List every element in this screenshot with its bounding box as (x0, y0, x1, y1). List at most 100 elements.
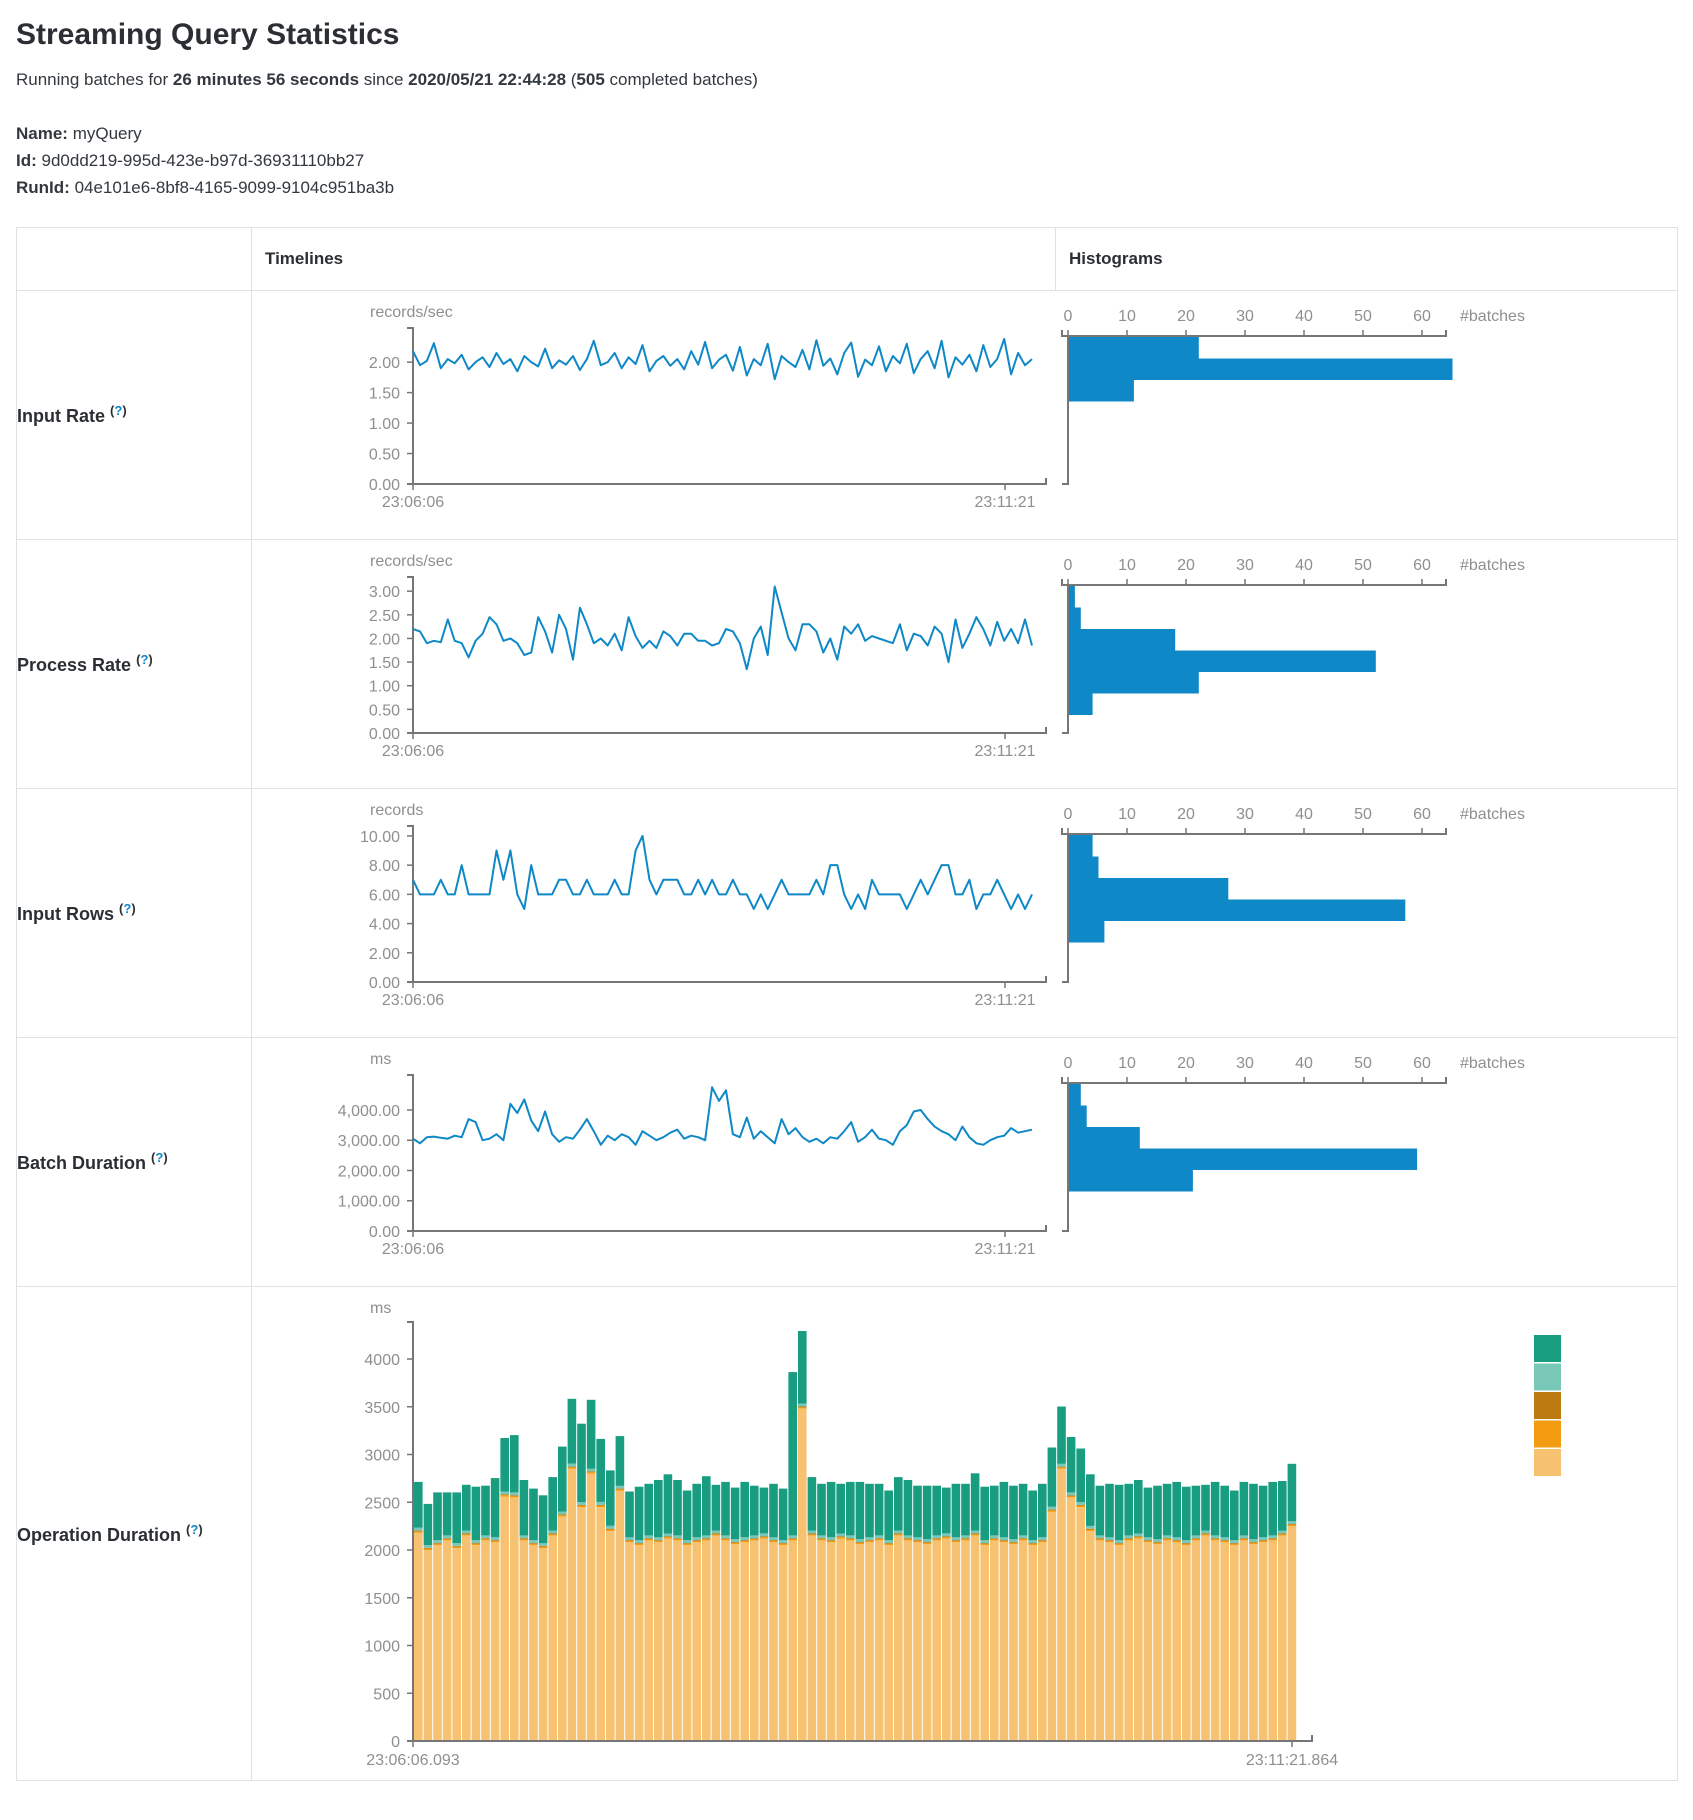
svg-text:1,000.00: 1,000.00 (338, 1194, 400, 1211)
svg-text:3.00: 3.00 (369, 584, 400, 601)
table-row-input-rows: Input Rows (?) records 10.00 8.00 6.00 4.00 2… (16, 788, 1678, 1038)
input-rows-timeline-chart: records 10.00 8.00 6.00 4.00 2.00 0.0023:06:06… (360, 802, 1047, 1009)
query-metadata: Name: myQuery Id: 9d0dd219-995d-423e-b97… (16, 120, 1677, 201)
svg-text:1.00: 1.00 (369, 416, 400, 433)
row-label-batch-duration: Batch Duration (?) (16, 1037, 252, 1287)
svg-text:records/sec: records/sec (370, 553, 453, 570)
svg-text:2.00: 2.00 (369, 946, 400, 963)
svg-text:#batches: #batches (1460, 806, 1525, 823)
help-tooltip-batch-duration[interactable]: (?) (151, 1150, 168, 1165)
svg-text:10: 10 (1118, 308, 1136, 325)
svg-text:0: 0 (1063, 806, 1072, 823)
svg-text:20: 20 (1177, 557, 1195, 574)
help-tooltip-process-rate[interactable]: (?) (136, 652, 153, 667)
svg-text:40: 40 (1295, 308, 1313, 325)
svg-text:1000: 1000 (364, 1639, 400, 1656)
svg-text:50: 50 (1354, 557, 1372, 574)
svg-text:4,000.00: 4,000.00 (338, 1103, 400, 1120)
svg-text:2.00: 2.00 (369, 355, 400, 372)
question-mark-icon: ? (190, 1521, 199, 1537)
help-tooltip-operation-duration[interactable]: (?) (186, 1522, 203, 1537)
row-label-text: Batch Duration (17, 1153, 147, 1173)
row-label-text: Process Rate (17, 655, 132, 675)
query-name-line: Name: myQuery (16, 120, 1677, 147)
svg-text:0.50: 0.50 (369, 702, 400, 719)
run-duration: 26 minutes 56 seconds (172, 70, 360, 89)
help-tooltip-input-rate[interactable]: (?) (110, 403, 127, 418)
svg-text:23:06:06.093: 23:06:06.093 (366, 1752, 460, 1769)
svg-text:23:11:21.864: 23:11:21.864 (1246, 1752, 1338, 1769)
svg-text:0.50: 0.50 (369, 447, 400, 464)
svg-text:1.50: 1.50 (369, 655, 400, 672)
svg-text:50: 50 (1354, 308, 1372, 325)
svg-text:0.00: 0.00 (369, 477, 400, 494)
input-rows-histogram-chart: 0 10 20 30 40 50 60 #batches (1060, 806, 1525, 983)
help-paren-open: ( (110, 403, 115, 418)
svg-text:60: 60 (1413, 557, 1431, 574)
svg-text:23:06:06: 23:06:06 (382, 743, 444, 760)
svg-text:1.00: 1.00 (369, 679, 400, 696)
svg-text:23:11:21: 23:11:21 (974, 494, 1035, 511)
svg-text:0.00: 0.00 (369, 975, 400, 992)
summary-mid: since (359, 70, 409, 89)
svg-text:10: 10 (1118, 806, 1136, 823)
svg-text:2.00: 2.00 (369, 631, 400, 648)
svg-text:0.00: 0.00 (369, 726, 400, 743)
help-paren-open: ( (186, 1521, 191, 1537)
query-runid-value: 04e101e6-8bf8-4165-9099-9104c951ba3b (74, 178, 395, 197)
table-row-process-rate: Process Rate (?) records/sec 3.00 2.50 2.00… (16, 539, 1678, 789)
svg-text:1.50: 1.50 (369, 386, 400, 403)
help-paren-open: ( (151, 1150, 156, 1165)
svg-text:2.50: 2.50 (369, 608, 400, 625)
svg-text:23:11:21: 23:11:21 (974, 992, 1035, 1009)
svg-text:4000: 4000 (364, 1352, 400, 1369)
svg-text:3,000.00: 3,000.00 (338, 1133, 400, 1150)
header-empty-cell (16, 227, 252, 291)
batch-duration-histogram-chart: 0 10 20 30 40 50 60 #batches (1060, 1055, 1525, 1232)
svg-text:2000: 2000 (364, 1543, 400, 1560)
completed-batch-count: 505 (576, 70, 605, 89)
summary-suffix: completed batches) (604, 70, 758, 89)
svg-text:23:11:21: 23:11:21 (974, 1241, 1035, 1258)
svg-text:40: 40 (1295, 557, 1313, 574)
row-label-process-rate: Process Rate (?) (16, 539, 252, 789)
row-label-operation-duration: Operation Duration (?) (16, 1286, 252, 1781)
svg-text:23:06:06: 23:06:06 (382, 992, 444, 1009)
svg-text:8.00: 8.00 (369, 858, 400, 875)
help-paren-close: ) (148, 652, 153, 667)
svg-text:50: 50 (1354, 806, 1372, 823)
svg-text:23:06:06: 23:06:06 (382, 494, 444, 511)
question-mark-icon: ? (140, 652, 149, 667)
svg-text:#batches: #batches (1460, 1055, 1525, 1072)
query-id-value: 9d0dd219-995d-423e-b97d-36931110bb27 (41, 151, 365, 170)
svg-text:40: 40 (1295, 806, 1313, 823)
svg-text:20: 20 (1177, 806, 1195, 823)
svg-text:records/sec: records/sec (370, 304, 453, 321)
query-name-label: Name: (16, 124, 68, 143)
svg-text:0: 0 (391, 1734, 400, 1751)
input-rate-histogram-chart: 0 10 20 30 40 50 60 #batches (1060, 308, 1525, 485)
svg-text:500: 500 (373, 1686, 400, 1703)
help-paren-close: ) (163, 1150, 168, 1165)
statistics-table: Timelines Histograms Input Rate (?) reco… (16, 227, 1678, 1781)
svg-text:10: 10 (1118, 1055, 1136, 1072)
svg-text:40: 40 (1295, 1055, 1313, 1072)
svg-text:30: 30 (1236, 806, 1254, 823)
header-timelines: Timelines (251, 227, 1056, 291)
svg-text:0: 0 (1063, 557, 1072, 574)
streaming-query-statistics-page: Streaming Query Statistics Running batch… (16, 18, 1678, 1781)
summary-open: ( (566, 70, 577, 89)
svg-text:10: 10 (1118, 557, 1136, 574)
help-tooltip-input-rows[interactable]: (?) (119, 901, 136, 916)
row-label-text: Input Rows (17, 904, 114, 924)
help-paren-open: ( (136, 652, 141, 667)
header-histograms: Histograms (1055, 227, 1678, 291)
question-mark-icon: ? (114, 403, 123, 418)
svg-text:0: 0 (1063, 1055, 1072, 1072)
svg-text:#batches: #batches (1460, 308, 1525, 325)
row-label-input-rows: Input Rows (?) (16, 788, 252, 1038)
page-title: Streaming Query Statistics (16, 18, 400, 51)
help-paren-close: ) (122, 403, 127, 418)
process-rate-histogram-chart: 0 10 20 30 40 50 60 #batches (1060, 557, 1524, 734)
legend-swatch-orange (1534, 1420, 1561, 1448)
